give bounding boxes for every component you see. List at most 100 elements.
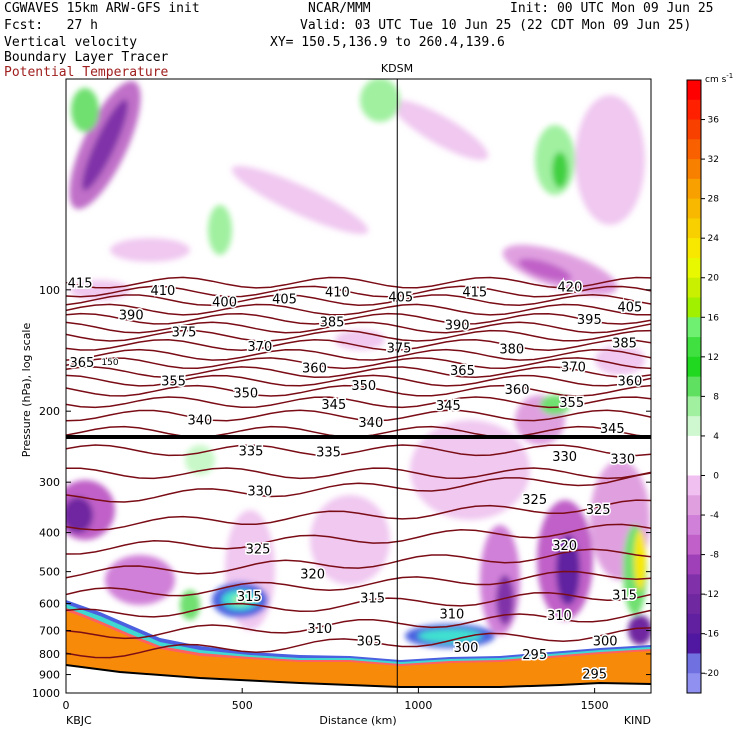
theta-label: 415: [68, 277, 93, 292]
theta-contour: [66, 409, 651, 422]
valid-time: Valid: 03 UTC Tue 10 Jun 25 (22 CDT Mon …: [300, 18, 692, 33]
theta-contour: [66, 321, 651, 334]
colorbar-swatch: [687, 435, 701, 457]
left-station-label: KBJC: [66, 714, 92, 727]
theta-contour: [66, 396, 651, 409]
theta-label: 330: [247, 485, 272, 500]
colorbar-label: -20: [704, 669, 719, 679]
colorbar-swatch: [687, 594, 701, 615]
theta-label: 335: [316, 446, 341, 461]
theta-label: 320: [552, 539, 577, 554]
y-tick-label: 300: [39, 476, 60, 489]
model-title: CGWAVES 15km ARW-GFS init: [4, 1, 200, 16]
theta-label: 325: [246, 542, 271, 557]
colorbar-swatch: [687, 376, 701, 397]
colorbar-swatch: [687, 416, 701, 437]
theta-contour: [66, 366, 651, 379]
theta-label: 410: [150, 284, 175, 299]
y-axis: 100 200 300 400 500 600 700 800 900 1000: [32, 284, 651, 700]
colorbar-label: -4: [710, 511, 719, 521]
theta-label: 345: [600, 422, 625, 437]
colorbar-swatch: [687, 356, 701, 378]
theta-contour: [66, 499, 651, 531]
theta-label: 360: [617, 375, 642, 390]
theta-label: 365: [69, 356, 94, 371]
potential-temperature-labels: 415 410 410 415 420 390 400 405 405 405 395 385 390 3…: [66, 275, 644, 684]
theta-contour: [66, 591, 651, 618]
y-tick-label: 600: [39, 598, 60, 611]
colorbar-label: 0: [713, 471, 719, 481]
theta-label: 420: [558, 280, 583, 295]
colorbar-label: -8: [710, 551, 719, 561]
colorbar-swatch: [687, 198, 701, 219]
colorbar: 36 32 28 24 20 16 12 8 4 0 -4 -8 -12 -16 -20: [686, 79, 720, 694]
theta-contour: [66, 303, 651, 316]
theta-label: 320: [300, 567, 325, 582]
theta-contour: [66, 384, 651, 397]
x-tick-label: 1000: [404, 699, 432, 712]
theta-label: 355: [161, 375, 186, 390]
potential-temperature-contours: [66, 276, 651, 659]
theta-label: 335: [239, 444, 264, 459]
theta-contour: [66, 329, 651, 342]
theta-contour: [66, 374, 651, 387]
x-tick-label: 500: [232, 699, 253, 712]
colorbar-swatch: [687, 257, 701, 279]
field-potential-temperature: Potential Temperature: [4, 65, 169, 80]
theta-label: 300: [454, 641, 479, 656]
theta-label: 400: [212, 296, 237, 311]
theta-label: 385: [612, 336, 637, 351]
colorbar-swatch: [687, 80, 701, 101]
theta-label: 390: [119, 308, 144, 323]
theta-label: 365: [450, 364, 475, 379]
theta-contour: [66, 276, 651, 289]
colorbar-unit: cm s-1: [705, 72, 733, 85]
colorbar-swatch: [687, 297, 701, 318]
theta-contour: [66, 285, 651, 298]
theta-label: 315: [237, 590, 262, 605]
theta-label: 310: [439, 607, 464, 622]
theta-label: 340: [358, 416, 383, 431]
theta-label: 330: [552, 450, 577, 465]
theta-label: 310: [307, 622, 332, 637]
colorbar-swatch: [687, 495, 701, 516]
colorbar-swatch: [687, 515, 701, 536]
cross-section-xy: XY= 150.5,136.9 to 260.4,139.6: [270, 35, 505, 50]
theta-label: 315: [612, 589, 637, 604]
theta-label: 405: [272, 292, 297, 307]
x-axis: 0 500 1000 1500: [63, 688, 609, 712]
theta-contour: [66, 348, 651, 361]
colorbar-swatch: [687, 277, 701, 299]
y-tick-label: 700: [39, 625, 60, 638]
theta-label: 300: [593, 634, 618, 649]
mid-station-label: KDSM: [381, 62, 413, 75]
init-time: Init: 00 UTC Mon 09 Jun 25: [510, 1, 714, 16]
theta-contour: [66, 357, 651, 370]
colorbar-swatch: [687, 317, 701, 338]
right-station-label: KIND: [624, 714, 651, 727]
y-tick-label: 800: [39, 648, 60, 661]
colorbar-label: 20: [708, 274, 720, 284]
theta-label: 350: [351, 379, 376, 394]
theta-label: 345: [436, 399, 461, 414]
colorbar-swatch: [687, 673, 701, 694]
theta-label: 415: [462, 286, 487, 301]
colorbar-swatch: [687, 99, 701, 121]
theta-label: 345: [321, 398, 346, 413]
org-label: NCAR/MMM: [308, 1, 371, 16]
theta-label: 375: [172, 326, 197, 341]
colorbar-swatch: [687, 554, 701, 575]
theta-label: 310: [547, 609, 572, 624]
y-tick-label: 200: [39, 405, 60, 418]
colorbar-swatch: [687, 475, 701, 496]
colorbar-swatch: [687, 337, 701, 358]
colorbar-swatch: [687, 396, 701, 417]
colorbar-label: 24: [708, 234, 720, 244]
theta-label: 355: [559, 396, 584, 411]
theta-label: 370: [561, 361, 586, 376]
y-axis-label: Pressure (hPa), log scale: [20, 323, 33, 458]
theta-label: 405: [617, 301, 642, 316]
theta-label: 305: [357, 634, 382, 649]
theta-label: 295: [582, 668, 607, 683]
